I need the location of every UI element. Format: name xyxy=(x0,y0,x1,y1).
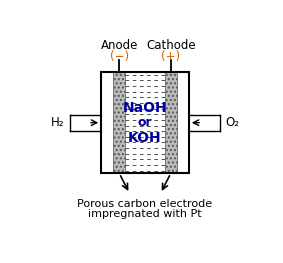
Bar xyxy=(113,72,125,173)
Text: O₂: O₂ xyxy=(226,116,240,129)
Bar xyxy=(101,72,113,173)
Bar xyxy=(101,72,189,173)
Text: NaOH: NaOH xyxy=(123,100,167,114)
Text: Cathode: Cathode xyxy=(146,39,196,52)
Text: Porous carbon electrode: Porous carbon electrode xyxy=(78,199,213,209)
Text: (−): (−) xyxy=(110,50,129,63)
Bar xyxy=(177,72,189,173)
Text: H₂: H₂ xyxy=(51,116,64,129)
Bar xyxy=(165,72,177,173)
Text: (+): (+) xyxy=(161,50,180,63)
Bar xyxy=(125,72,165,173)
Text: impregnated with Pt: impregnated with Pt xyxy=(88,209,202,219)
Text: Anode: Anode xyxy=(100,39,138,52)
Text: or: or xyxy=(138,116,152,129)
Text: KOH: KOH xyxy=(128,131,162,145)
